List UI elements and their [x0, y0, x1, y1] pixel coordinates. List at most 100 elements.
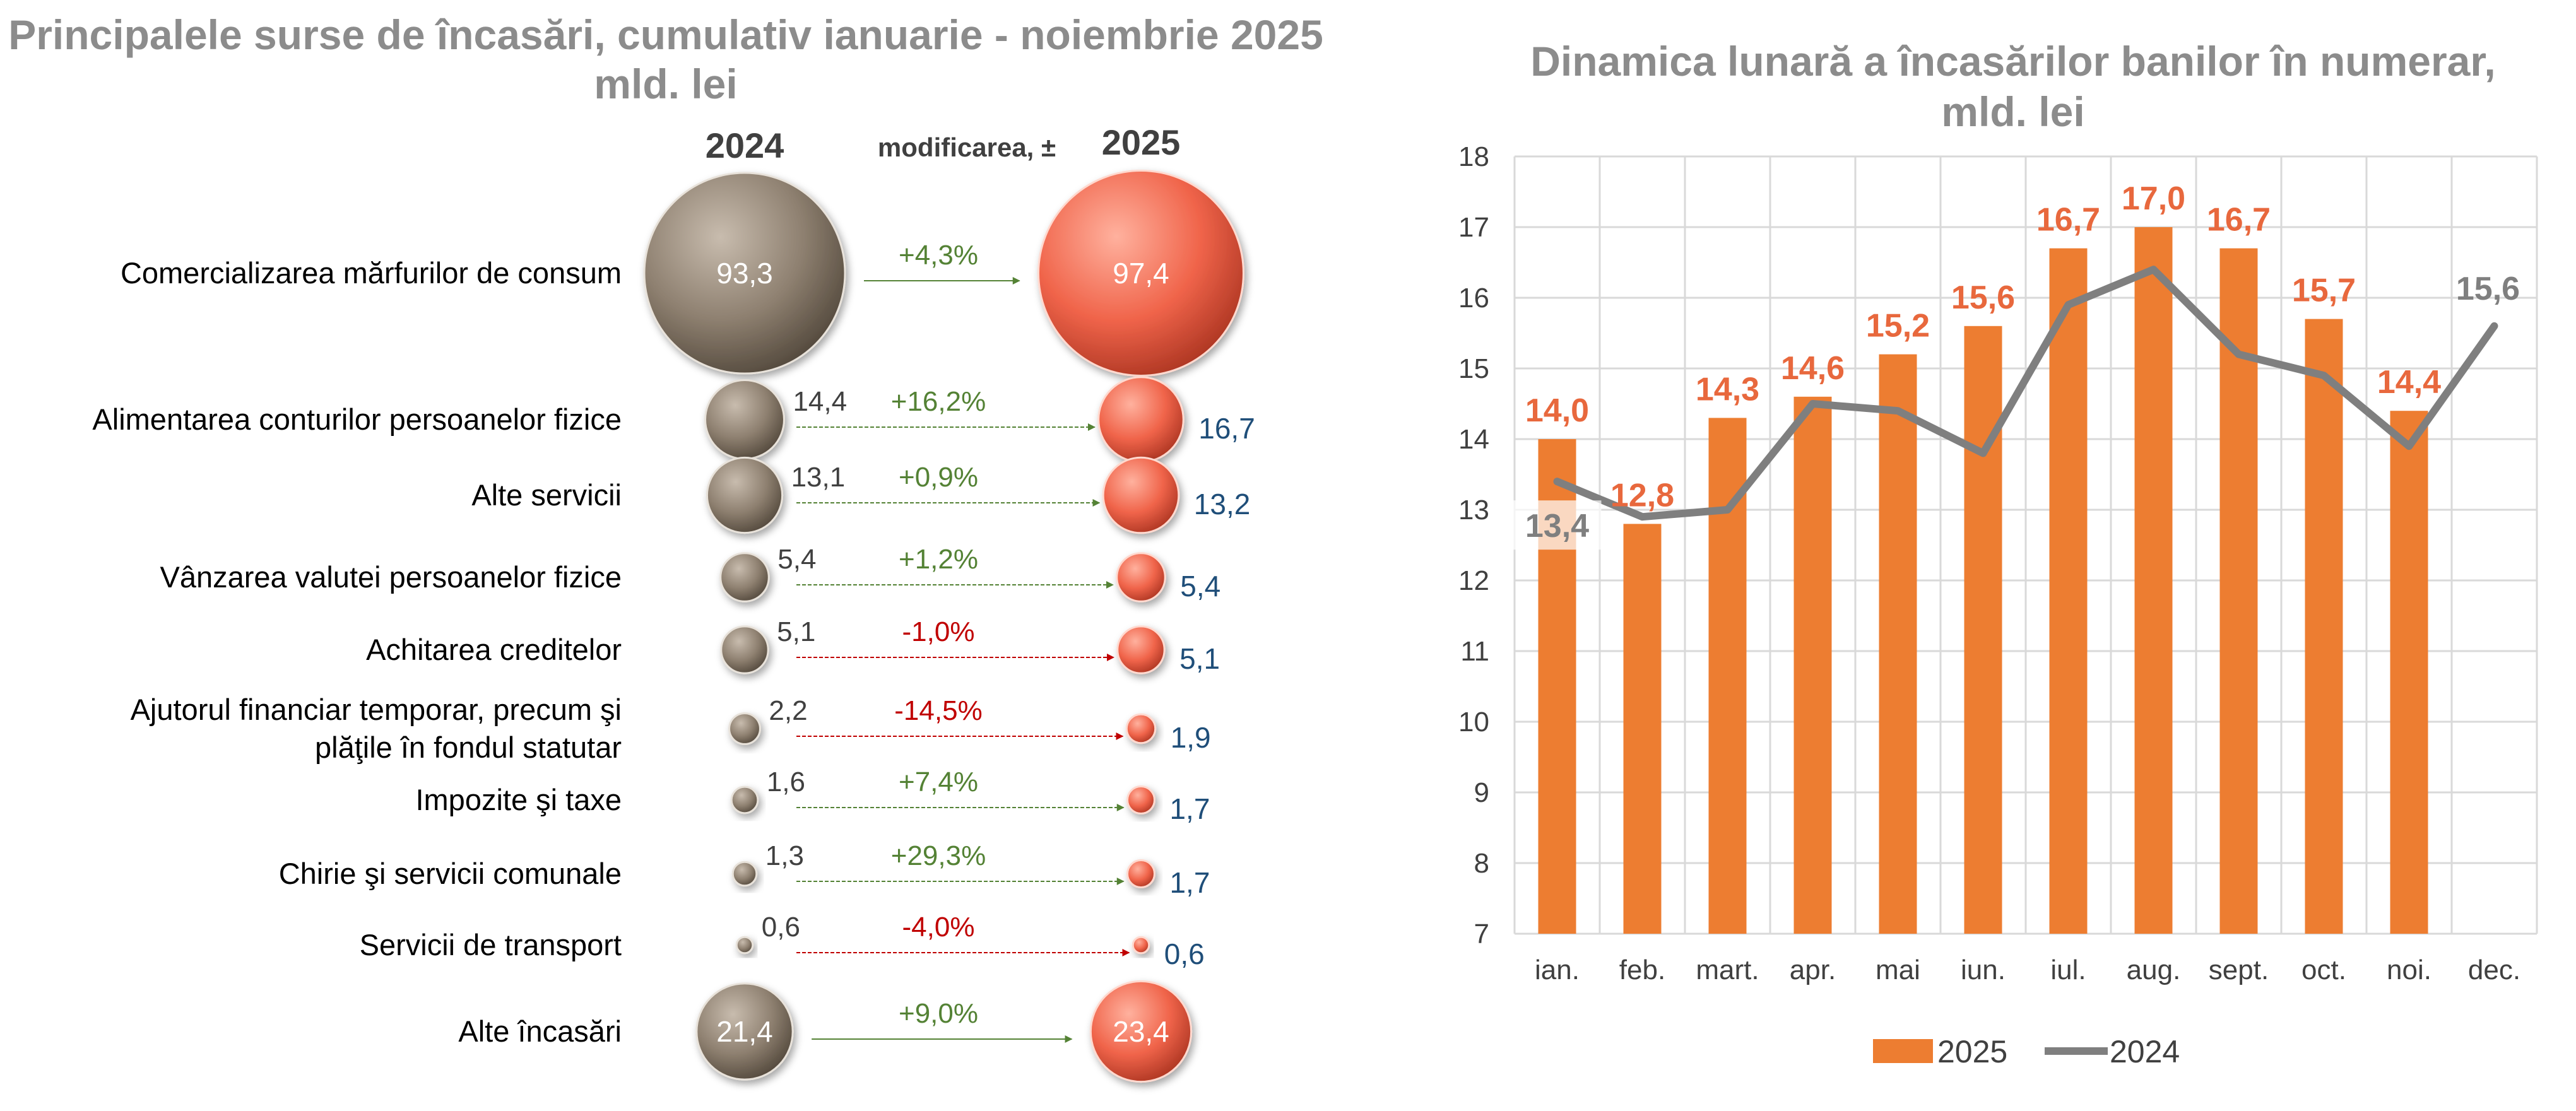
bubble-2025 — [1125, 713, 1157, 744]
left-chart-title: Principalele surse de încasări, cumulati… — [8, 11, 1323, 58]
value-2024: 5,4 — [777, 544, 816, 575]
category-label: plăţile în fondul statutar — [315, 731, 622, 764]
data-label-2025: 15,7 — [2292, 273, 2356, 309]
change-label: +1,2% — [899, 544, 978, 575]
right-chart-subtitle: mld. lei — [1941, 88, 2084, 135]
value-2025: 5,4 — [1180, 570, 1220, 603]
bubble-2024 — [730, 785, 759, 814]
y-tick-label: 11 — [1460, 636, 1489, 667]
data-label-2025: 16,7 — [2036, 202, 2100, 238]
category-label: Vânzarea valutei persoanelor fizice — [160, 560, 622, 594]
value-2024: 1,3 — [765, 840, 804, 871]
value-2024: 1,6 — [767, 767, 805, 797]
y-tick-label: 9 — [1474, 777, 1489, 808]
value-2024: 13,1 — [791, 462, 846, 493]
data-label-2025: 16,7 — [2207, 202, 2271, 238]
row-3: Alte servicii 13,1 13,2 +0,9% — [471, 456, 1250, 534]
bubble-2024 — [719, 552, 770, 603]
y-axis-ticks: 7 8 9 10 11 12 13 14 15 16 17 18 — [1458, 141, 1489, 949]
value-2025: 23,4 — [1113, 1015, 1169, 1048]
bubble-2024 — [735, 936, 754, 955]
x-tick-label: aug. — [2127, 955, 2181, 985]
bubble-2024 — [728, 712, 761, 745]
change-label: +7,4% — [899, 767, 978, 797]
change-label: -14,5% — [894, 695, 982, 726]
bubble-2024 — [704, 379, 785, 460]
data-label-2025: 14,0 — [1525, 392, 1589, 429]
chart-gridlines — [1513, 155, 2538, 935]
bubble-2025 — [1102, 456, 1180, 534]
value-2025: 5,1 — [1179, 642, 1220, 675]
change-label: +29,3% — [891, 840, 986, 871]
data-label-2024-bg — [1513, 500, 1602, 550]
data-label-2025: 12,8 — [1610, 477, 1674, 514]
category-label: Chirie şi servicii comunale — [279, 857, 622, 890]
value-2025: 1,7 — [1169, 866, 1210, 899]
category-label: Impozite şi taxe — [415, 783, 622, 816]
x-tick-label: apr. — [1790, 955, 1836, 985]
row-5: Achitarea creditelor 5,1 5,1 -1,0% — [366, 616, 1220, 675]
legend: 2025 2024 — [1873, 1034, 2180, 1069]
line-2024 — [1553, 266, 2498, 521]
x-tick-label: mai — [1876, 955, 1920, 985]
bubble-2024 — [720, 625, 769, 674]
bubble-2024 — [643, 172, 846, 375]
value-2025: 1,9 — [1171, 721, 1211, 754]
right-panel: Dinamica lunară a încasărilor banilor în… — [1458, 38, 2538, 1069]
value-2024: 5,1 — [777, 616, 815, 647]
row-10: Alte încasări 21,4 23,4 +9,0% — [458, 980, 1193, 1083]
data-label-2025: 14,3 — [1696, 371, 1759, 408]
bar — [1623, 524, 1662, 934]
bubble-2025 — [1116, 625, 1166, 674]
y-tick-label: 15 — [1458, 353, 1489, 384]
x-tick-label: ian. — [1535, 955, 1580, 985]
value-2025: 0,6 — [1164, 938, 1205, 970]
bar — [1879, 354, 1917, 934]
legend-label-2025: 2025 — [1937, 1034, 2007, 1069]
legend-swatch-2025 — [1873, 1039, 1933, 1063]
left-panel: Principalele surse de încasări, cumulati… — [8, 11, 1323, 1083]
legend-label-2024: 2024 — [2110, 1034, 2180, 1069]
category-label: Servicii de transport — [360, 928, 622, 961]
bubble-2025 — [1126, 859, 1155, 888]
y-tick-label: 13 — [1458, 495, 1489, 526]
x-tick-label: sept. — [2209, 955, 2269, 985]
value-2024: 14,4 — [793, 386, 847, 417]
column-header-2025: 2025 — [1102, 122, 1181, 162]
value-2024: 93,3 — [716, 257, 773, 290]
change-label: +9,0% — [899, 998, 978, 1029]
value-2025: 16,7 — [1198, 412, 1255, 445]
y-tick-label: 14 — [1458, 424, 1489, 455]
bar — [2305, 319, 2343, 934]
data-label-2024: 13,4 — [1525, 508, 1589, 544]
y-tick-label: 18 — [1458, 141, 1489, 172]
series-line-2024 — [1553, 266, 2498, 521]
column-header-change: modificarea, ± — [878, 132, 1056, 162]
row-9: Servicii de transport 0,6 0,6 -4,0% — [360, 912, 1205, 970]
bubble-2025 — [1097, 376, 1185, 463]
data-label-2025: 14,4 — [2377, 364, 2441, 401]
category-label: Achitarea creditelor — [366, 633, 622, 666]
row-1: Comercializarea mărfurilor de consum 93,3… — [121, 170, 1244, 377]
change-label: +16,2% — [891, 386, 986, 417]
x-axis-ticks: ian. feb. mart. apr. mai iun. iul. aug. sept. oct… — [1535, 955, 2520, 985]
bar — [2390, 411, 2428, 934]
bar — [2134, 227, 2173, 934]
data-label-2025: 15,2 — [1866, 308, 1930, 344]
column-header-2024: 2024 — [706, 126, 784, 165]
data-label-2025: 14,6 — [1781, 350, 1845, 387]
value-2024: 21,4 — [716, 1015, 773, 1048]
row-6: Ajutorul financiar temporar, precum şi pl… — [131, 693, 1211, 764]
value-2024: 0,6 — [762, 912, 800, 943]
value-2024: 2,2 — [769, 695, 807, 726]
x-tick-label: dec. — [2468, 955, 2520, 985]
bubble-2024 — [695, 982, 794, 1081]
row-8: Chirie şi servicii comunale 1,3 1,7 +29,3% — [279, 840, 1210, 899]
left-chart-subtitle: mld. lei — [594, 61, 737, 107]
bubble-2024 — [731, 861, 758, 887]
bubble-2025 — [1131, 936, 1150, 955]
category-label: Alte încasări — [458, 1014, 622, 1048]
category-label: Alte servicii — [471, 478, 622, 512]
x-tick-label: iul. — [2050, 955, 2086, 985]
y-tick-label: 8 — [1474, 848, 1489, 879]
